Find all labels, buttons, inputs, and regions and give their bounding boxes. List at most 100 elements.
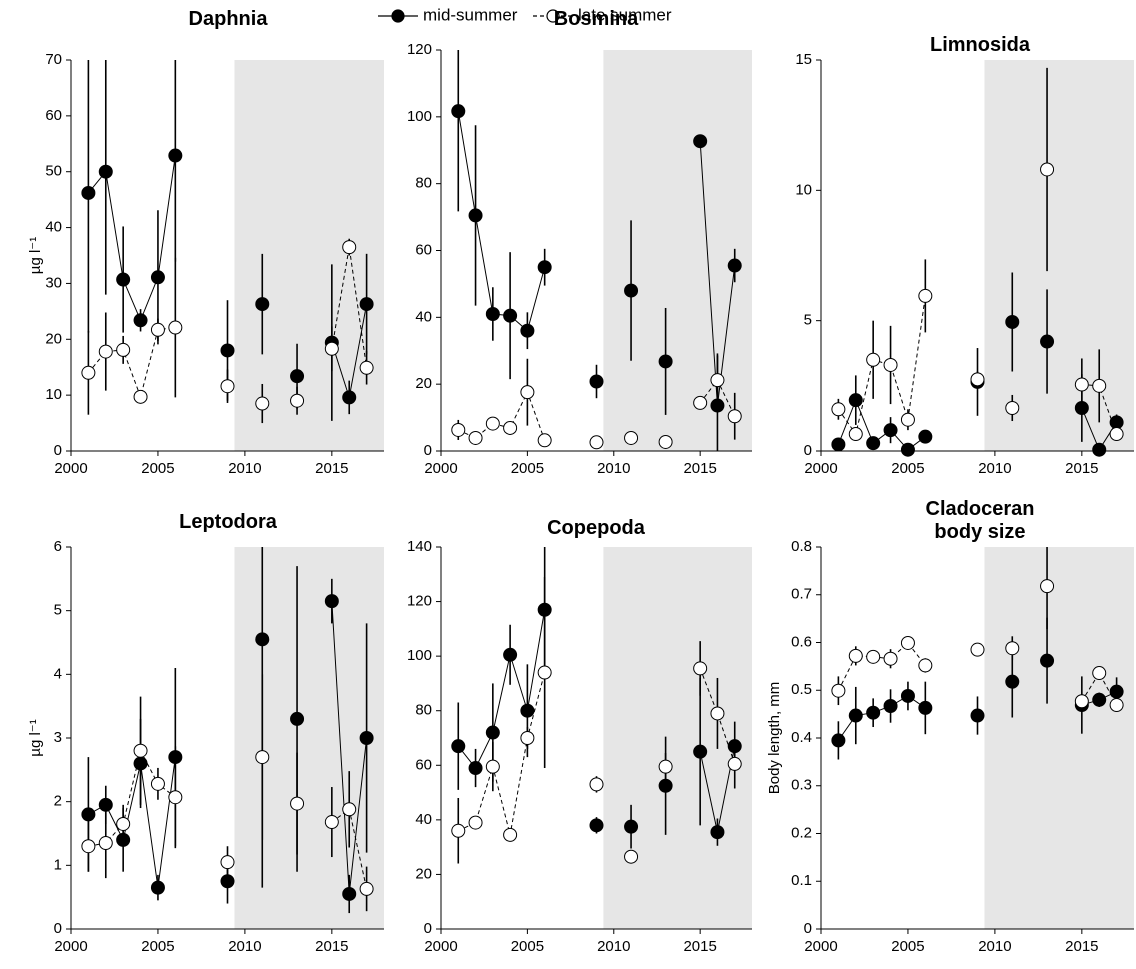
x-tick-label: 2015 [1065, 460, 1098, 477]
marker [485, 306, 500, 321]
marker [1074, 377, 1089, 392]
marker [1005, 674, 1020, 689]
marker [537, 665, 552, 680]
marker [589, 374, 604, 389]
marker [658, 759, 673, 774]
marker [485, 416, 500, 431]
marker [290, 711, 305, 726]
series-line [88, 155, 176, 322]
y-tick-label: 10 [795, 181, 812, 198]
x-tick-label: 2010 [597, 460, 630, 477]
marker [866, 649, 881, 664]
y-tick-label: 80 [415, 702, 432, 719]
marker [1005, 400, 1020, 415]
marker [1040, 162, 1055, 177]
y-tick-label: 40 [415, 308, 432, 325]
marker [831, 733, 846, 748]
marker [1074, 694, 1089, 709]
marker [116, 272, 131, 287]
x-tick-label: 2000 [54, 938, 87, 955]
marker [710, 398, 725, 413]
marker [116, 832, 131, 847]
y-axis-label: µg l⁻¹ [27, 719, 44, 756]
marker [324, 815, 339, 830]
panel-title: Leptodora [179, 511, 277, 533]
marker [1092, 378, 1107, 393]
marker [727, 739, 742, 754]
shade [603, 50, 752, 451]
marker [1040, 579, 1055, 594]
marker [133, 389, 148, 404]
marker [624, 430, 639, 445]
panel-title: Copepoda [547, 517, 645, 539]
marker [866, 705, 881, 720]
marker [883, 699, 898, 714]
x-tick-label: 2005 [891, 938, 924, 955]
marker [658, 434, 673, 449]
marker [537, 260, 552, 275]
marker [848, 648, 863, 663]
marker [866, 352, 881, 367]
marker [727, 258, 742, 273]
marker [520, 323, 535, 338]
marker [918, 288, 933, 303]
marker [1074, 400, 1089, 415]
legend-label: late summer [578, 5, 672, 24]
marker [468, 761, 483, 776]
marker [693, 395, 708, 410]
y-tick-label: 70 [45, 51, 62, 68]
marker [485, 759, 500, 774]
marker [451, 104, 466, 119]
marker [451, 739, 466, 754]
x-tick-label: 2005 [141, 938, 174, 955]
marker [133, 743, 148, 758]
marker [1005, 314, 1020, 329]
marker [918, 700, 933, 715]
marker [116, 816, 131, 831]
y-tick-label: 0.2 [791, 824, 812, 841]
marker [133, 756, 148, 771]
x-tick-label: 2015 [683, 460, 716, 477]
y-tick-label: 100 [407, 647, 432, 664]
marker [1109, 415, 1124, 430]
marker [589, 818, 604, 833]
marker [342, 390, 357, 405]
marker [168, 790, 183, 805]
y-tick-label: 120 [407, 593, 432, 610]
marker [150, 880, 165, 895]
marker [624, 819, 639, 834]
marker [468, 208, 483, 223]
shade [984, 547, 1134, 929]
marker [589, 777, 604, 792]
marker [883, 423, 898, 438]
marker [468, 815, 483, 830]
marker [290, 393, 305, 408]
series-line [88, 757, 176, 888]
marker [168, 320, 183, 335]
shade [234, 60, 384, 451]
marker [290, 796, 305, 811]
marker [220, 874, 235, 889]
marker [98, 836, 113, 851]
y-tick-label: 0 [804, 920, 812, 937]
y-tick-label: 20 [45, 330, 62, 347]
y-tick-label: 5 [54, 602, 62, 619]
marker [693, 134, 708, 149]
y-tick-label: 0 [54, 920, 62, 937]
marker [693, 661, 708, 676]
marker [918, 429, 933, 444]
y-tick-label: 0 [804, 442, 812, 459]
marker [255, 632, 270, 647]
series-line [88, 327, 176, 399]
series-line [457, 609, 546, 769]
marker [342, 240, 357, 255]
y-tick-label: 0.4 [791, 729, 812, 746]
marker [342, 886, 357, 901]
y-tick-label: 60 [45, 107, 62, 124]
panel-title: Bosmina [553, 8, 639, 30]
marker [324, 341, 339, 356]
marker [359, 360, 374, 375]
marker [255, 396, 270, 411]
y-tick-label: 1 [54, 856, 62, 873]
